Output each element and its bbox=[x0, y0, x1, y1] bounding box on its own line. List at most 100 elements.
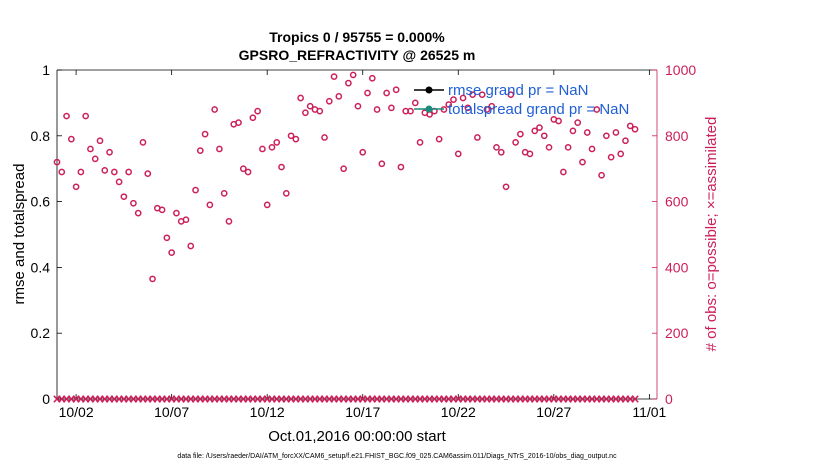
obs-possible-point bbox=[450, 96, 457, 103]
obs-possible-point bbox=[335, 92, 343, 100]
obs-possible-point bbox=[340, 165, 347, 173]
obs-possible-point bbox=[144, 170, 152, 177]
obs-possible-point bbox=[560, 168, 567, 176]
y-left-tick-label: 0 bbox=[42, 391, 50, 407]
legend: rmse grand pr = NaN totalspread grand pr… bbox=[414, 82, 629, 118]
y-axis-left-label: rmse and totalspread bbox=[11, 164, 28, 305]
y-axis-left-ticks: 0 0.2 0.4 0.6 0.8 1 bbox=[31, 62, 62, 407]
obs-possible-point bbox=[259, 145, 266, 153]
obs-possible-point bbox=[478, 91, 486, 99]
obs-possible-point bbox=[87, 145, 94, 153]
y-left-tick-label: 0.2 bbox=[31, 325, 51, 341]
obs-possible-point bbox=[273, 139, 281, 146]
footer-data-file: data file: /Users/raeder/DAI/ATM_forcXX/… bbox=[177, 453, 617, 460]
obs-possible-point bbox=[67, 135, 75, 143]
obs-possible-point bbox=[469, 91, 476, 99]
obs-possible-point bbox=[555, 117, 562, 125]
obs-possible-point bbox=[268, 143, 276, 151]
obs-assimilated-point bbox=[631, 395, 639, 403]
obs-possible-point bbox=[235, 119, 242, 126]
obs-possible-point bbox=[536, 124, 543, 131]
obs-possible-point bbox=[225, 217, 233, 225]
obs-possible-point bbox=[239, 165, 247, 173]
obs-possible-point bbox=[306, 102, 314, 110]
obs-possible-point bbox=[574, 119, 582, 126]
y-axis-right-label: # of obs: o=possible; ×=assimilated bbox=[703, 117, 720, 352]
obs-possible-point bbox=[115, 178, 123, 186]
y-left-tick-label: 1 bbox=[42, 62, 50, 78]
obs-possible-point bbox=[149, 275, 156, 283]
obs-possible-point bbox=[249, 114, 257, 122]
obs-possible-point bbox=[483, 106, 491, 113]
obs-possible-point bbox=[201, 130, 209, 138]
obs-possible-point bbox=[330, 73, 338, 80]
obs-possible-point bbox=[583, 129, 591, 136]
y-left-tick-label: 0.4 bbox=[31, 259, 51, 275]
obs-possible-point bbox=[72, 183, 80, 191]
y-right-tick-label: 800 bbox=[665, 128, 689, 144]
obs-possible-point bbox=[359, 148, 367, 156]
obs-possible-point bbox=[407, 107, 414, 115]
x-axis-ticks: 10/02 10/07 10/12 10/17 10/22 10/27 11/01 bbox=[59, 70, 667, 420]
obs-possible-point bbox=[287, 132, 295, 140]
obs-possible-point bbox=[517, 130, 524, 138]
obs-possible-point bbox=[63, 112, 70, 120]
obs-possible-point bbox=[383, 89, 390, 97]
obs-possible-point bbox=[626, 122, 634, 130]
obs-possible-point bbox=[302, 109, 309, 117]
obs-possible-point bbox=[163, 234, 171, 242]
obs-possible-point bbox=[244, 168, 252, 176]
y-right-tick-label: 1000 bbox=[665, 62, 696, 78]
obs-possible-point bbox=[134, 209, 142, 217]
axes bbox=[56, 69, 658, 400]
obs-possible-point bbox=[497, 148, 505, 156]
x-tick-label: 10/27 bbox=[536, 404, 571, 420]
obs-assimilated-stroke bbox=[631, 395, 639, 403]
obs-possible-point bbox=[612, 129, 620, 136]
obs-possible-point bbox=[254, 107, 261, 115]
y-right-tick-label: 200 bbox=[665, 325, 689, 341]
obs-possible-point bbox=[58, 168, 66, 176]
y-right-tick-label: 600 bbox=[665, 194, 689, 210]
obs-possible-point bbox=[569, 127, 577, 135]
obs-possible-point bbox=[82, 112, 90, 120]
obs-possible-point bbox=[158, 206, 166, 214]
obs-possible-point bbox=[192, 186, 199, 194]
obs-possible-point bbox=[564, 143, 572, 151]
obs-possible-point bbox=[593, 106, 601, 113]
obs-possible-point bbox=[263, 201, 271, 209]
obs-possible-point bbox=[325, 97, 333, 105]
legend-totalspread-marker bbox=[425, 105, 433, 113]
obs-possible-point bbox=[454, 150, 462, 158]
obs-possible-point bbox=[125, 168, 133, 176]
obs-possible-point bbox=[474, 134, 481, 141]
y-axis-right-ticks: 0 200 400 600 800 1000 bbox=[652, 62, 696, 407]
obs-possible-point bbox=[579, 158, 586, 166]
obs-possible-point bbox=[588, 145, 596, 153]
obs-possible-point bbox=[617, 150, 625, 158]
y-right-tick-label: 0 bbox=[665, 391, 673, 407]
obs-possible-point bbox=[91, 155, 99, 163]
obs-possible-point bbox=[622, 137, 629, 145]
obs-possible-point bbox=[354, 102, 362, 110]
obs-possible-point bbox=[607, 153, 615, 161]
x-tick-label: 11/01 bbox=[632, 404, 666, 420]
x-axis-label: Oct.01,2016 00:00:00 start bbox=[268, 428, 446, 445]
obs-possible-point bbox=[545, 143, 553, 151]
obs-possible-point bbox=[278, 163, 285, 171]
obs-possible-point bbox=[459, 94, 467, 102]
chart-title-line2: GPSRO_REFRACTIVITY @ 26525 m bbox=[239, 47, 476, 63]
x-tick-label: 10/22 bbox=[441, 404, 476, 420]
legend-rmse-label: rmse grand pr = NaN bbox=[448, 82, 588, 99]
obs-possible-point bbox=[411, 99, 419, 107]
obs-possible-point bbox=[292, 135, 300, 143]
obs-possible-point bbox=[540, 132, 548, 140]
x-tick-label: 10/17 bbox=[345, 404, 380, 420]
y-left-tick-label: 0.6 bbox=[31, 194, 51, 210]
obs-possible-point bbox=[512, 139, 519, 146]
obs-possible-point bbox=[631, 125, 639, 133]
obs-possible-point bbox=[493, 143, 500, 151]
obs-possible-point bbox=[106, 148, 113, 156]
obs-possible-point bbox=[598, 171, 605, 179]
